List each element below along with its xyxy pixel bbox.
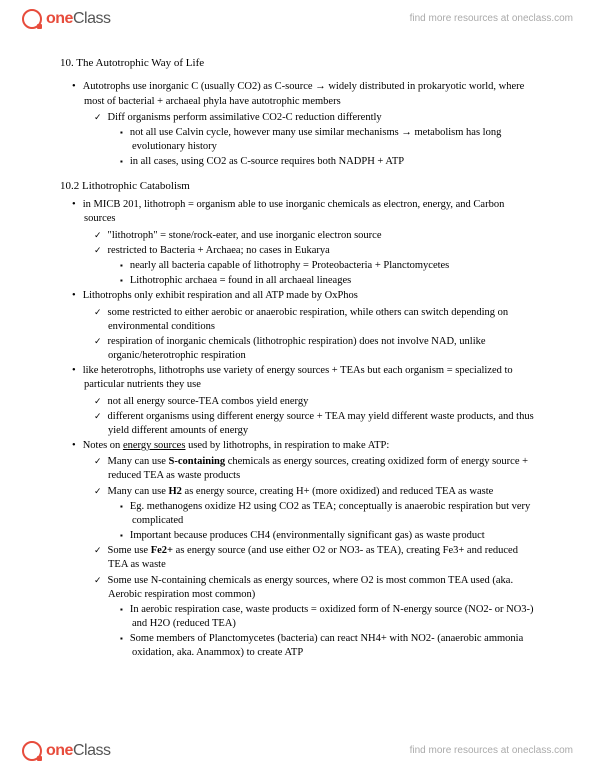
list-item: Some members of Planctomycetes (bacteria… [60, 632, 535, 660]
list-item: Eg. methanogens oxidize H2 using CO2 as … [60, 500, 535, 528]
bold-text: H2 [169, 486, 182, 497]
brand-logo: oneClass [22, 740, 110, 762]
page-header: oneClass find more resources at oneclass… [0, 0, 595, 38]
list-item: Lithotrophic archaea = found in all arch… [60, 274, 535, 288]
list-item: different organisms using different ener… [60, 410, 535, 438]
list-item: Diff organisms perform assimilative CO2-… [60, 111, 535, 125]
text: Many can use [108, 486, 169, 497]
logo-text-class: Class [73, 740, 111, 762]
logo-text-one: one [46, 740, 73, 762]
list-item: Many can use H2 as energy source, creati… [60, 485, 535, 499]
list-item: Lithotrophs only exhibit respiration and… [60, 289, 535, 303]
list-item: nearly all bacteria capable of lithotrop… [60, 259, 535, 273]
list-item: In aerobic respiration case, waste produ… [60, 603, 535, 631]
underline-text: energy sources [123, 440, 186, 451]
section-1-title: 10. The Autotrophic Way of Life [60, 56, 535, 71]
list-item: restricted to Bacteria + Archaea; no cas… [60, 244, 535, 258]
document-body: 10. The Autotrophic Way of Life Autotrop… [0, 38, 595, 672]
logo-text-class: Class [73, 8, 111, 30]
list-item: like heterotrophs, lithotrophs use varie… [60, 364, 535, 392]
logo-text-one: one [46, 8, 73, 30]
footer-tagline: find more resources at oneclass.com [410, 744, 573, 758]
list-item: in all cases, using CO2 as C-source requ… [60, 155, 535, 169]
bold-text: Fe2+ [151, 545, 173, 556]
list-item: Many can use S-containing chemicals as e… [60, 455, 535, 483]
list-item: Important because produces CH4 (environm… [60, 529, 535, 543]
header-tagline: find more resources at oneclass.com [410, 12, 573, 26]
list-item: "lithotroph" = stone/rock-eater, and use… [60, 229, 535, 243]
list-item: in MICB 201, lithotroph = organism able … [60, 198, 535, 226]
logo-icon [22, 741, 42, 761]
logo-icon [22, 9, 42, 29]
section-2-title: 10.2 Lithotrophic Catabolism [60, 179, 535, 194]
text: Some use [108, 545, 151, 556]
list-item: Autotrophs use inorganic C (usually CO2)… [60, 80, 535, 108]
list-item: not all use Calvin cycle, however many u… [60, 126, 535, 154]
brand-logo: oneClass [22, 8, 110, 30]
list-item: not all energy source-TEA combos yield e… [60, 395, 535, 409]
text: Notes on [83, 440, 123, 451]
text: as energy source, creating H+ (more oxid… [182, 486, 493, 497]
list-item: Some use Fe2+ as energy source (and use … [60, 544, 535, 572]
list-item: some restricted to either aerobic or ana… [60, 306, 535, 334]
text: used by lithotrophs, in respiration to m… [185, 440, 389, 451]
list-item: respiration of inorganic chemicals (lith… [60, 335, 535, 363]
list-item: Notes on energy sources used by lithotro… [60, 439, 535, 453]
page-footer: oneClass find more resources at oneclass… [0, 732, 595, 770]
list-item: Some use N-containing chemicals as energ… [60, 574, 535, 602]
bold-text: S-containing [169, 456, 226, 467]
text: Many can use [108, 456, 169, 467]
